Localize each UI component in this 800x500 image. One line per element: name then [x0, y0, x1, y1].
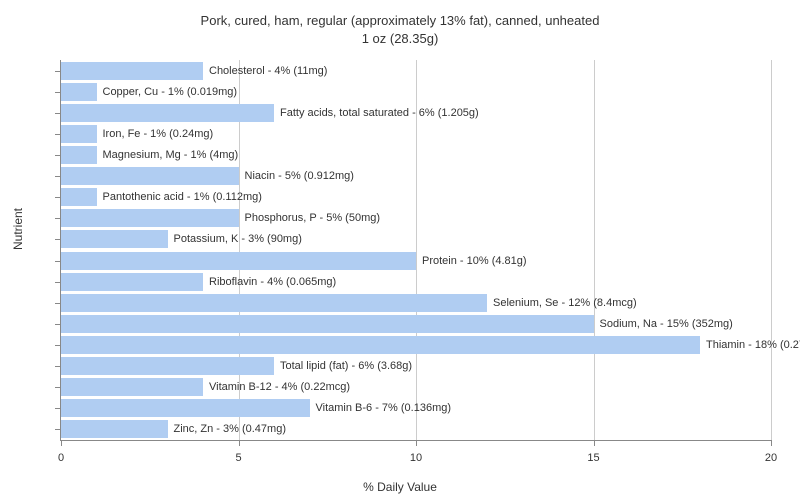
nutrient-bar: [61, 104, 274, 122]
nutrient-bar-label: Pantothenic acid - 1% (0.112mg): [97, 188, 262, 206]
gridline: [771, 60, 772, 440]
nutrient-bar-label: Vitamin B-6 - 7% (0.136mg): [310, 399, 452, 417]
x-tick: [594, 440, 595, 446]
nutrient-bar: [61, 357, 274, 375]
nutrient-chart: Pork, cured, ham, regular (approximately…: [0, 0, 800, 500]
nutrient-bar-label: Iron, Fe - 1% (0.24mg): [97, 125, 214, 143]
x-tick: [771, 440, 772, 446]
title-line1: Pork, cured, ham, regular (approximately…: [201, 13, 600, 28]
chart-title: Pork, cured, ham, regular (approximately…: [0, 0, 800, 48]
x-tick: [239, 440, 240, 446]
x-tick-label: 0: [58, 452, 64, 464]
nutrient-bar-label: Riboflavin - 4% (0.065mg): [203, 273, 336, 291]
nutrient-bar: [61, 62, 203, 80]
x-axis-label: % Daily Value: [363, 480, 437, 494]
nutrient-bar-label: Vitamin B-12 - 4% (0.22mcg): [203, 378, 350, 396]
nutrient-bar-label: Sodium, Na - 15% (352mg): [594, 315, 733, 333]
nutrient-bar: [61, 209, 239, 227]
nutrient-bar: [61, 252, 416, 270]
x-tick-label: 20: [765, 452, 777, 464]
nutrient-bar-label: Niacin - 5% (0.912mg): [239, 167, 354, 185]
nutrient-bar: [61, 294, 487, 312]
x-tick-label: 15: [587, 452, 599, 464]
nutrient-bar-label: Selenium, Se - 12% (8.4mcg): [487, 294, 637, 312]
x-tick: [416, 440, 417, 446]
gridline: [594, 60, 595, 440]
nutrient-bar: [61, 188, 97, 206]
nutrient-bar-label: Zinc, Zn - 3% (0.47mg): [168, 420, 286, 438]
nutrient-bar-label: Potassium, K - 3% (90mg): [168, 230, 302, 248]
nutrient-bar-label: Cholesterol - 4% (11mg): [203, 62, 327, 80]
nutrient-bar: [61, 336, 700, 354]
title-line2: 1 oz (28.35g): [362, 31, 439, 46]
nutrient-bar-label: Thiamin - 18% (0.273mg): [700, 336, 800, 354]
nutrient-bar: [61, 146, 97, 164]
nutrient-bar: [61, 125, 97, 143]
nutrient-bar-label: Phosphorus, P - 5% (50mg): [239, 209, 381, 227]
nutrient-bar-label: Copper, Cu - 1% (0.019mg): [97, 83, 238, 101]
nutrient-bar-label: Total lipid (fat) - 6% (3.68g): [274, 357, 412, 375]
nutrient-bar-label: Protein - 10% (4.81g): [416, 252, 527, 270]
nutrient-bar: [61, 399, 310, 417]
nutrient-bar-label: Magnesium, Mg - 1% (4mg): [97, 146, 239, 164]
nutrient-bar: [61, 167, 239, 185]
y-axis-label: Nutrient: [11, 208, 25, 250]
nutrient-bar: [61, 315, 594, 333]
nutrient-bar: [61, 230, 168, 248]
x-tick-label: 10: [410, 452, 422, 464]
nutrient-bar: [61, 273, 203, 291]
nutrient-bar: [61, 83, 97, 101]
nutrient-bar: [61, 378, 203, 396]
x-tick: [61, 440, 62, 446]
plot-area: 05101520Cholesterol - 4% (11mg)Copper, C…: [60, 60, 771, 441]
nutrient-bar: [61, 420, 168, 438]
x-tick-label: 5: [235, 452, 241, 464]
nutrient-bar-label: Fatty acids, total saturated - 6% (1.205…: [274, 104, 479, 122]
